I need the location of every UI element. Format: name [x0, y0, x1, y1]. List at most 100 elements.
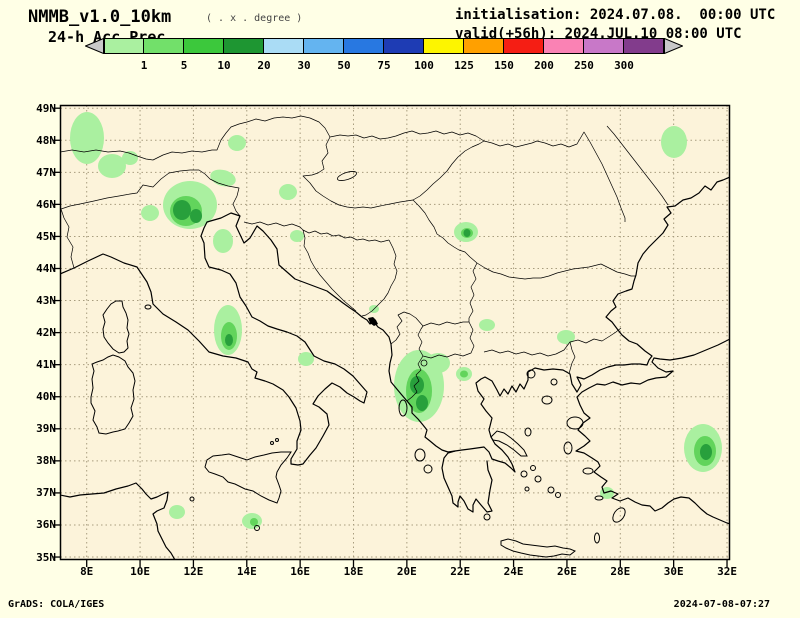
country-border	[483, 131, 626, 222]
country-border	[243, 221, 390, 243]
lat-label: 48N	[36, 133, 56, 147]
island	[520, 470, 528, 478]
lat-label: 46N	[36, 197, 56, 211]
colorbar-box	[464, 38, 504, 54]
colorbar-tick-label: 100	[414, 59, 434, 72]
lon-label: 24E	[503, 565, 524, 578]
lon-label: 22E	[450, 565, 471, 578]
colorbar-tick-label: 50	[337, 59, 351, 72]
lat-label: 45N	[36, 229, 56, 243]
lake-ohrid	[420, 359, 428, 367]
lon-label: 10E	[130, 565, 150, 578]
lon-label: 16E	[290, 565, 311, 578]
precip-area-dark	[190, 209, 202, 223]
island	[555, 492, 561, 498]
lat-label: 49N	[36, 101, 56, 115]
island	[530, 465, 536, 471]
country-border	[302, 229, 357, 312]
country-border	[61, 115, 331, 161]
lat-label: 43N	[36, 294, 56, 308]
colorbar-box	[624, 38, 664, 54]
coastline-north-africa	[61, 482, 176, 559]
model-title: NMMB_v1.0_10km	[28, 7, 172, 27]
colorbar-box	[224, 38, 264, 54]
initialisation-line: initialisation: 2024.07.08. 00:00 UTC	[455, 7, 776, 23]
country-border	[390, 311, 469, 345]
timestamp: 2024-07-08-07:27	[673, 599, 770, 610]
coastlines	[61, 176, 729, 559]
colorbar-tick-label: 10	[217, 59, 231, 72]
country-border	[476, 262, 636, 280]
lat-label: 47N	[36, 165, 56, 179]
country-borders	[61, 115, 669, 402]
lat-label: 36N	[36, 518, 56, 532]
grads-stamp: GrADS: COLA/IGES	[8, 599, 105, 610]
island	[270, 441, 274, 445]
colorbar-left-arrow-icon	[85, 38, 104, 54]
precip-area-dark	[225, 334, 233, 346]
island	[483, 513, 491, 521]
coastline-europe	[61, 176, 729, 473]
colorbar-labels: 1 5 10 20 30 50 75 100 125 150 200 250 300	[85, 59, 685, 73]
precip-area-dark	[463, 229, 471, 237]
island	[414, 448, 426, 462]
precip-area	[557, 330, 575, 344]
island-sardinia	[90, 354, 136, 435]
colorbar-tick-label: 1	[140, 59, 148, 72]
arrow-shape	[664, 38, 683, 54]
precip-area-medium	[460, 370, 468, 378]
colorbar-boxes	[104, 38, 664, 54]
precip-area	[298, 352, 314, 366]
colorbar-box	[104, 38, 144, 54]
resolution-note: ( . x . degree )	[206, 13, 303, 24]
country-border	[406, 355, 424, 402]
island-corsica	[102, 300, 130, 354]
colorbar-box	[384, 38, 424, 54]
island	[550, 378, 558, 386]
precip-area	[661, 126, 687, 158]
country-border	[568, 341, 576, 375]
island	[534, 475, 542, 483]
lon-label: 32E	[717, 565, 737, 578]
island	[144, 304, 152, 310]
precip-area-dark	[416, 395, 428, 411]
island-sicily	[204, 451, 292, 504]
lon-label: 26E	[557, 565, 577, 578]
precip-area	[169, 505, 185, 519]
colorbar-box	[424, 38, 464, 54]
lon-label: 30E	[663, 565, 684, 578]
lon-label: 12E	[183, 565, 204, 578]
colorbar-box	[184, 38, 224, 54]
lakes	[337, 171, 428, 367]
colorbar: 1 5 10 20 30 50 75 100 125 150 200 250 300	[85, 38, 685, 78]
island	[594, 495, 604, 501]
island-euboea	[490, 430, 528, 457]
lon-label: 28E	[610, 565, 631, 578]
island-crete	[500, 538, 576, 558]
precip-area-dark	[410, 376, 424, 394]
lon-label: 8E	[80, 565, 94, 578]
map-frame	[59, 104, 731, 561]
country-border	[61, 169, 241, 269]
island	[566, 416, 584, 430]
map-marker	[368, 317, 378, 326]
lat-label: 41N	[36, 358, 56, 372]
precip-area	[70, 112, 104, 164]
colorbar-box	[264, 38, 304, 54]
colorbar-box	[304, 38, 344, 54]
country-border	[329, 130, 485, 201]
colorbar-tick-label: 250	[574, 59, 594, 72]
colorbar-row	[85, 38, 685, 54]
colorbar-box	[344, 38, 384, 54]
island	[547, 486, 555, 494]
island	[254, 525, 260, 531]
colorbar-box	[544, 38, 584, 54]
lon-label: 20E	[396, 565, 417, 578]
island	[524, 486, 530, 492]
island	[189, 496, 195, 502]
island	[563, 441, 573, 455]
precip-area	[122, 151, 138, 165]
colorbar-tick-label: 5	[180, 59, 188, 72]
islands	[90, 300, 626, 558]
colorbar-tick-label: 30	[297, 59, 311, 72]
